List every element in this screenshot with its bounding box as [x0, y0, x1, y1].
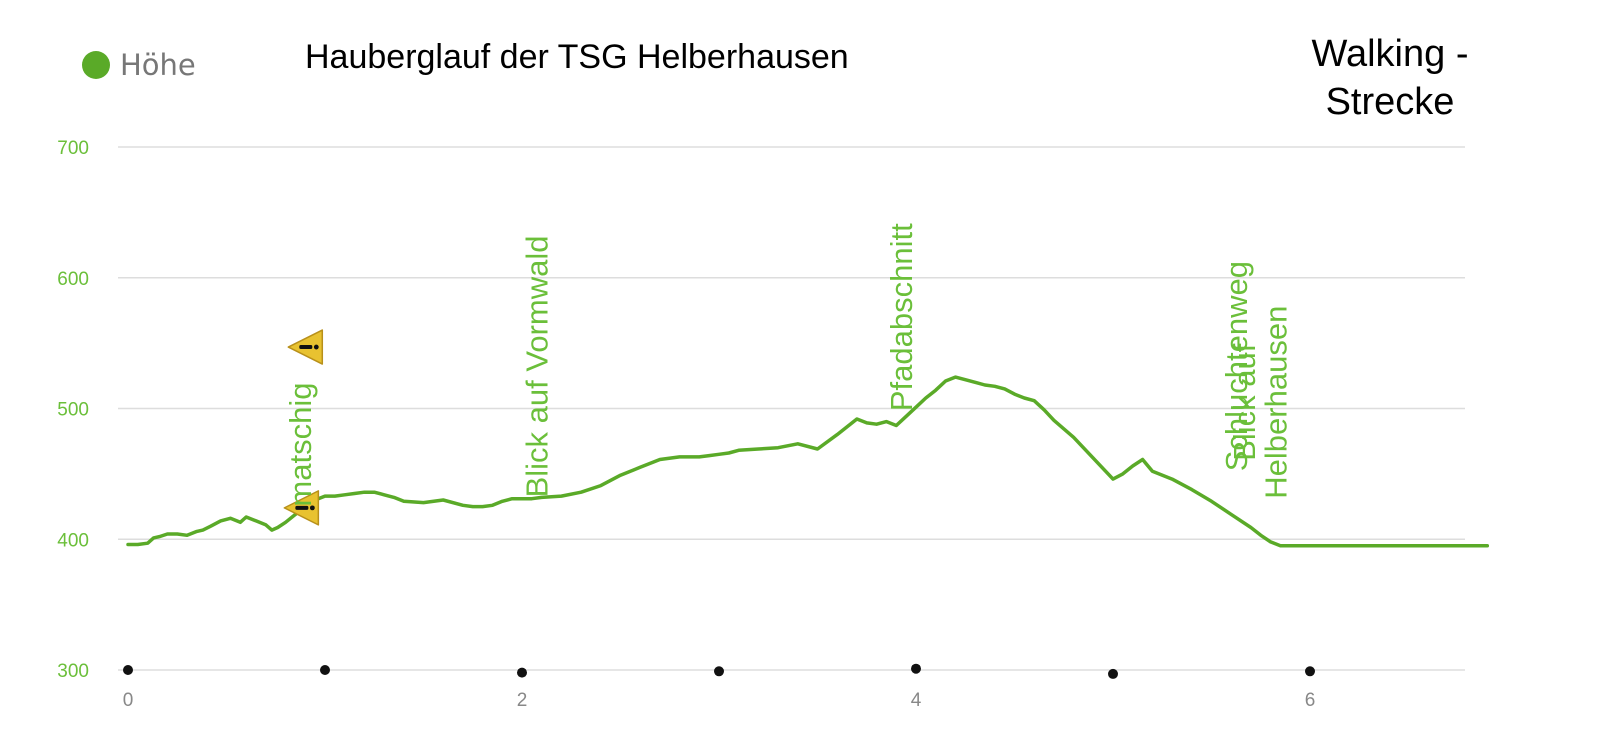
warning-icon	[287, 329, 324, 365]
waypoint-marker	[517, 667, 527, 678]
legend-dot-icon	[82, 51, 110, 79]
x-tick-label: 2	[517, 690, 528, 711]
gridlines	[118, 146, 1465, 671]
warning-dot	[309, 505, 315, 511]
annotation-label: Blick auf	[1227, 343, 1262, 461]
warning-icon	[283, 490, 320, 526]
warning-bar	[299, 345, 313, 350]
y-axis-ticks: 700 600 500 400 300	[57, 138, 89, 682]
warning-bar	[295, 505, 309, 510]
waypoint-marker	[1108, 668, 1118, 679]
x-tick-label: 4	[911, 690, 922, 711]
elevation-line	[126, 375, 1490, 548]
annotations: matschig Blick auf Vormwald Pfadabschnitt S…	[283, 223, 1293, 507]
chart-title: Hauberglauf der TSG Helberhausen	[305, 38, 849, 76]
warning-markers	[283, 329, 324, 526]
x-axis-ticks: 0 2 4 6	[123, 690, 1316, 711]
waypoint-marker	[320, 665, 330, 675]
legend-label: Höhe	[120, 48, 196, 82]
annotation-label: Schluchtenweg	[1219, 261, 1254, 471]
y-tick-label: 700	[57, 138, 89, 159]
y-tick-label: 500	[57, 400, 89, 421]
annotation-label: Blick auf Vormwald	[520, 236, 555, 498]
waypoint-marker	[714, 666, 724, 677]
annotation-label: Helberhausen	[1258, 306, 1293, 499]
warning-dot	[313, 344, 319, 350]
series-layer	[126, 375, 1490, 548]
subtitle-line: Walking -	[1311, 33, 1469, 75]
annotation-label: matschig	[283, 383, 318, 507]
waypoint-marker	[123, 665, 133, 675]
waypoint-marker	[1305, 666, 1315, 677]
x-tick-label: 6	[1305, 690, 1316, 711]
y-tick-label: 300	[57, 661, 89, 682]
waypoint-marker	[911, 663, 921, 674]
subtitle-line: Strecke	[1325, 81, 1455, 123]
legend[interactable]: Höhe	[82, 48, 196, 82]
annotation-label: Pfadabschnitt	[884, 223, 919, 411]
waypoint-markers	[123, 663, 1315, 679]
y-tick-label: 400	[57, 530, 89, 551]
x-tick-label: 0	[123, 690, 134, 711]
chart-subtitle: Walking - Strecke	[1290, 30, 1490, 126]
y-tick-label: 600	[57, 269, 89, 290]
